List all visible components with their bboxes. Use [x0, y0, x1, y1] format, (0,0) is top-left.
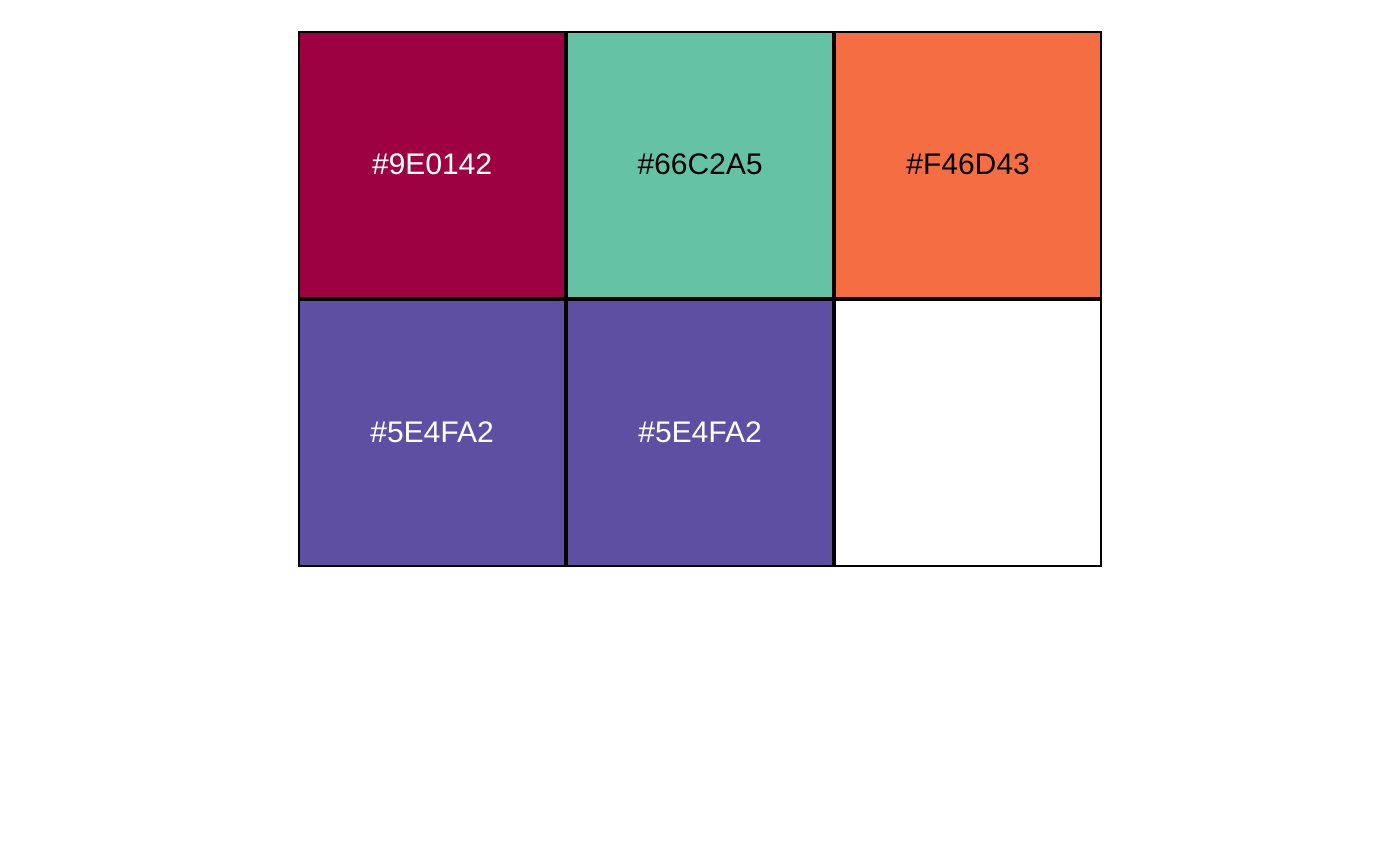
color-swatch: #F46D43: [834, 31, 1102, 299]
swatch-hex-label: #5E4FA2: [638, 416, 762, 449]
swatch-hex-label: #66C2A5: [637, 148, 763, 181]
swatch-hex-label: #9E0142: [371, 148, 493, 181]
color-swatch: #66C2A5: [566, 31, 834, 299]
empty-swatch: [834, 299, 1102, 567]
color-palette-grid: #9E0142 #66C2A5 #F46D43 #5E4FA2 #5E4FA2: [298, 31, 1102, 567]
color-swatch: #5E4FA2: [298, 299, 566, 567]
swatch-hex-label: #5E4FA2: [370, 416, 494, 449]
color-swatch: #5E4FA2: [566, 299, 834, 567]
color-swatch: #9E0142: [298, 31, 566, 299]
swatch-hex-label: #F46D43: [906, 148, 1030, 181]
